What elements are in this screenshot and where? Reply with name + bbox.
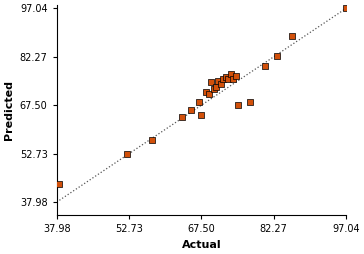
X-axis label: Actual: Actual [182, 240, 221, 250]
Point [203, 90, 209, 94]
Point [198, 113, 204, 117]
Point [218, 82, 224, 86]
Point [56, 182, 62, 186]
Point [213, 85, 219, 89]
Y-axis label: Predicted: Predicted [4, 80, 14, 140]
Point [235, 103, 241, 107]
Point [343, 6, 349, 10]
Point [248, 100, 253, 104]
Point [196, 100, 202, 104]
Point [228, 72, 234, 76]
Point [274, 54, 280, 58]
Point [233, 74, 238, 78]
Point [289, 34, 295, 38]
Point [230, 77, 236, 81]
Point [149, 138, 155, 142]
Point [206, 92, 211, 96]
Point [262, 64, 268, 68]
Point [179, 115, 185, 119]
Point [225, 77, 231, 81]
Point [124, 152, 130, 156]
Point [215, 79, 221, 83]
Point [211, 87, 217, 91]
Point [223, 75, 229, 80]
Point [221, 77, 226, 81]
Point [208, 80, 214, 84]
Point [189, 108, 194, 112]
